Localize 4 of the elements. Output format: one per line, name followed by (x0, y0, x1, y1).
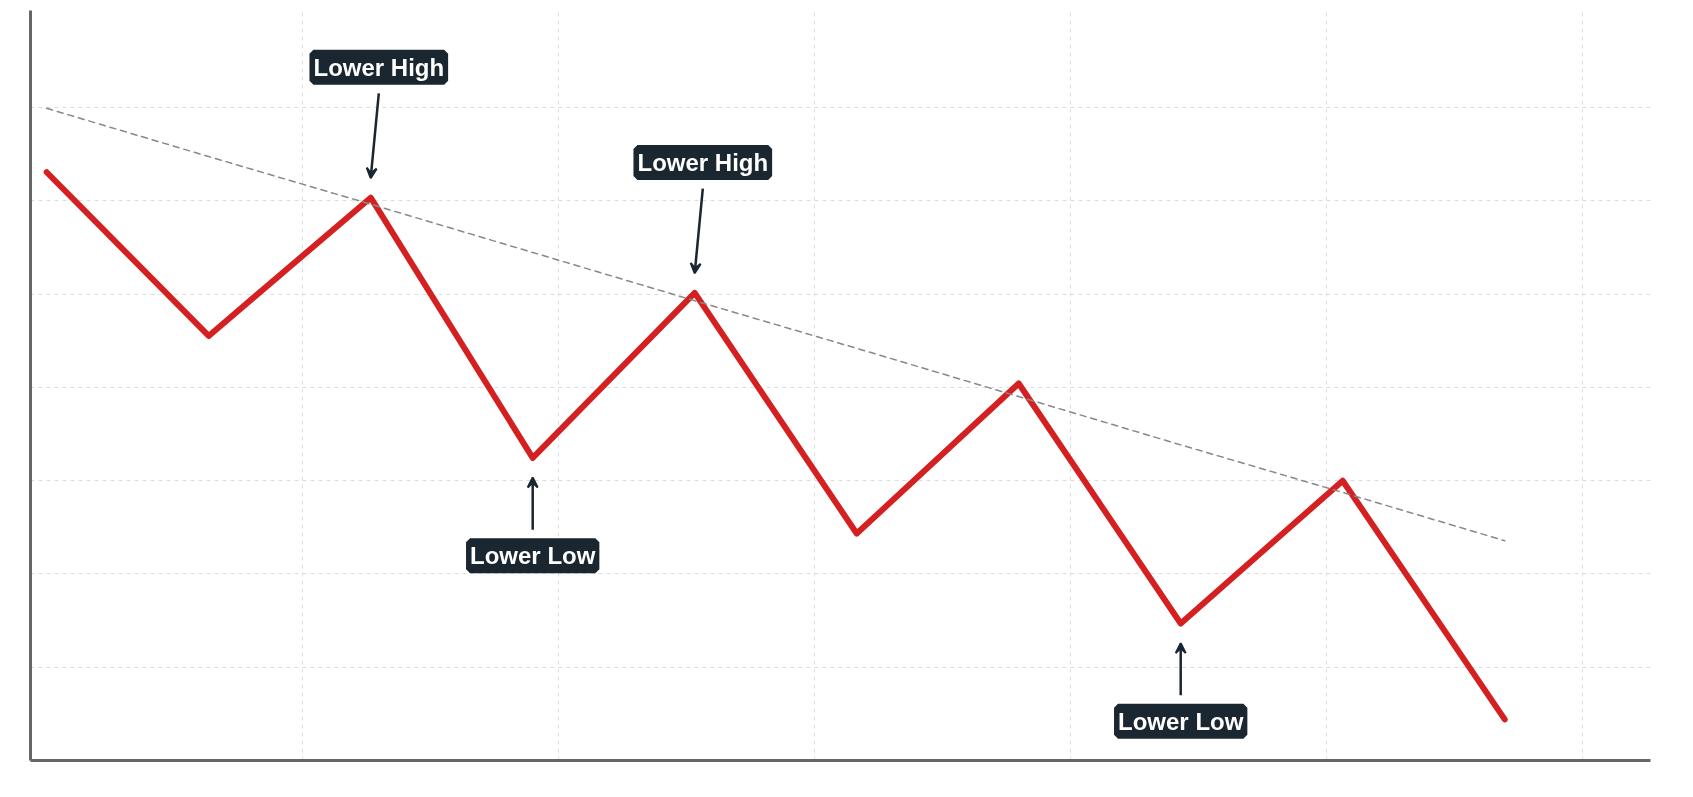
annotation: Lower Low (1118, 707, 1244, 735)
annotation: Lower High (637, 148, 769, 176)
annotation: Lower Low (470, 542, 596, 570)
text: Lower High (313, 53, 445, 81)
